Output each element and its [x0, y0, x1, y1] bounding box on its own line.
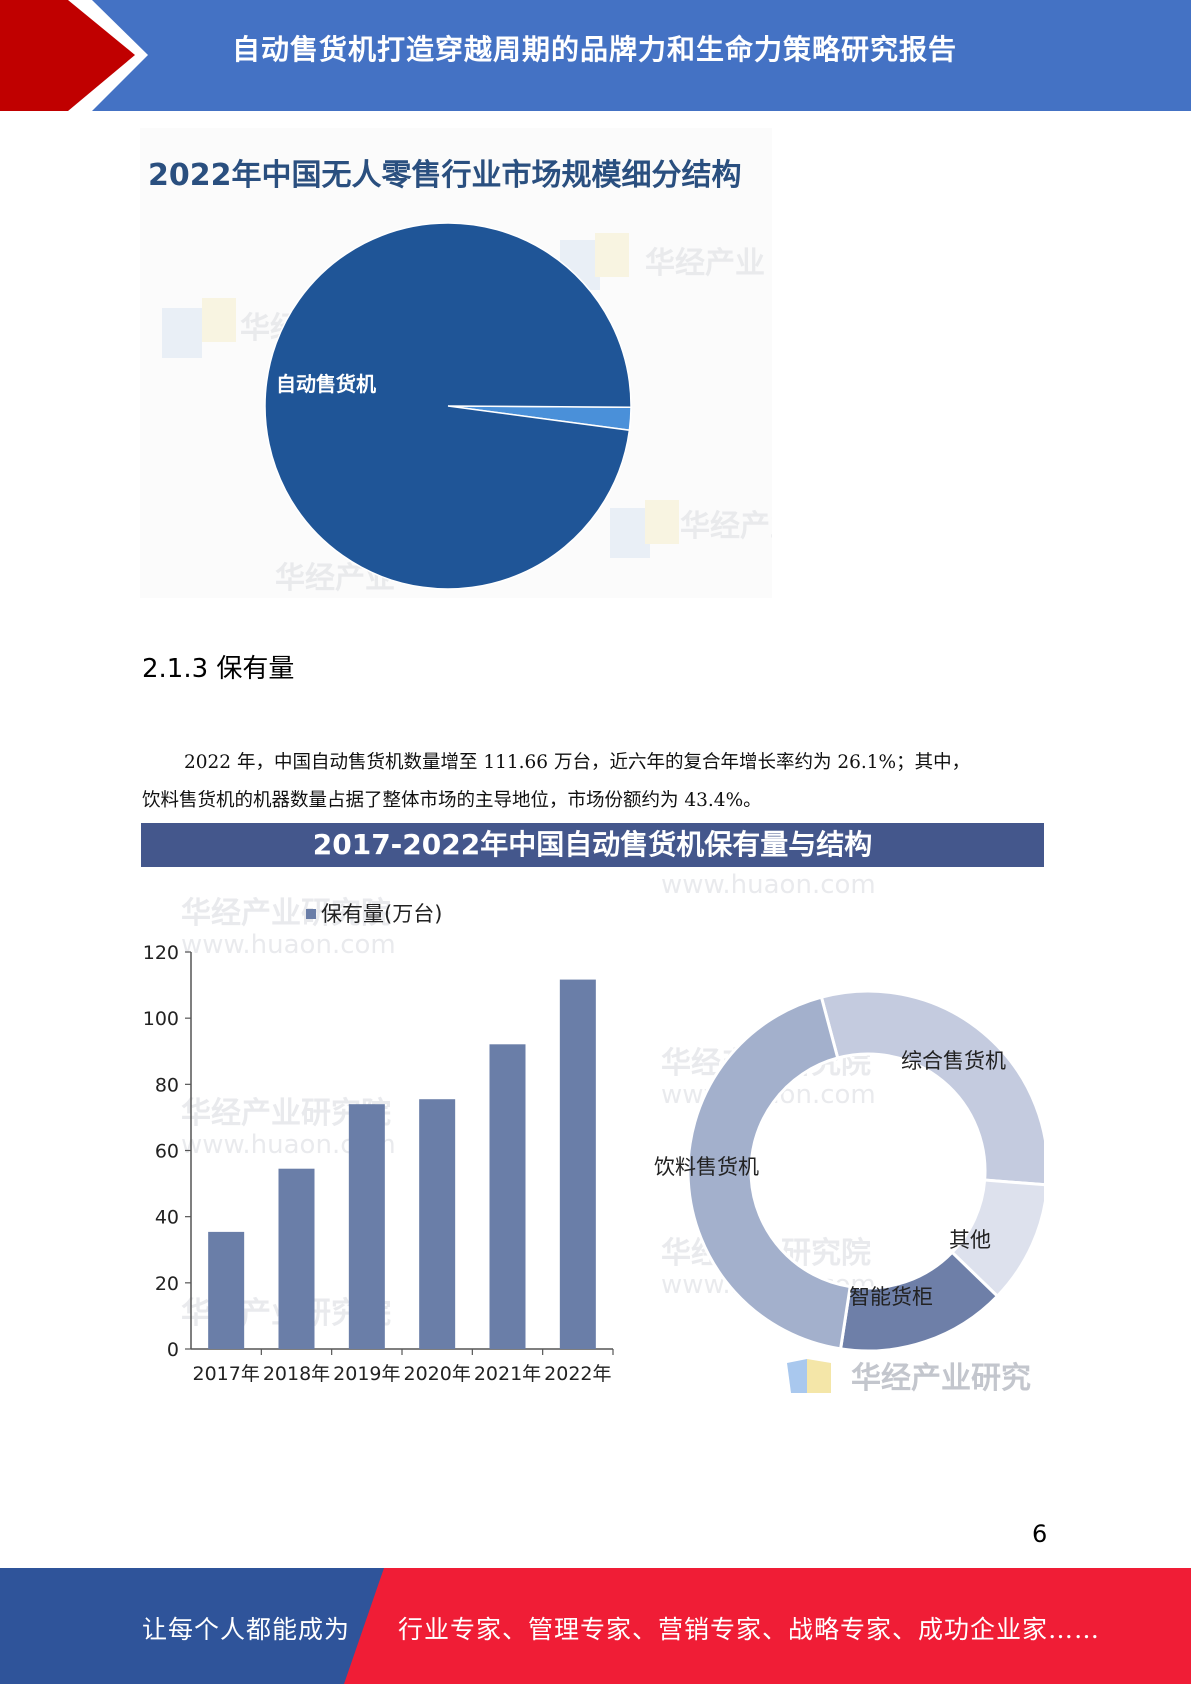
pie-slice-label: 自动售货机: [276, 372, 376, 396]
pie-chart-svg: 华经产业 华经产业 华经产业 华经产业 自动售货机: [162, 222, 772, 596]
donut-chart: [686, 989, 1044, 1353]
y-tick-label: 100: [143, 1008, 179, 1030]
y-tick-label: 0: [167, 1339, 179, 1361]
page-footer: 让每个人都能成为 行业专家、管理专家、营销专家、战略专家、成功企业家……: [0, 1568, 1191, 1684]
y-tick-label: 40: [155, 1207, 179, 1229]
x-tick-label: 2021年: [474, 1363, 541, 1385]
watermark-logo: 华经产业研究: [787, 1359, 1031, 1393]
legend-label: 保有量(万台): [321, 902, 442, 926]
bar: [559, 979, 596, 1349]
market-structure-pie-chart: 华经产业 华经产业 华经产业 华经产业 自动售货机 2022年中国无人零售行业市…: [140, 128, 772, 598]
x-tick-label: 2018年: [263, 1363, 330, 1385]
donut-slice: [819, 989, 1044, 1187]
bar-chart-labels: 0 20 40 60 80 100 120 2017年 2018年 2019年 2020年 2021年…: [143, 942, 612, 1385]
page-header: 自动售货机打造穿越周期的品牌力和生命力策略研究报告: [0, 0, 1191, 111]
chart-title: 2017-2022年中国自动售货机保有量与结构: [141, 823, 1044, 867]
legend-swatch: [306, 909, 316, 919]
footer-banner-graphic: [0, 1568, 1191, 1684]
bar-chart-axes: [185, 951, 614, 1355]
donut-label: 其他: [949, 1228, 991, 1252]
section-heading: 2.1.3 保有量: [142, 654, 295, 684]
bar: [489, 1044, 526, 1349]
footer-slogan-left: 让每个人都能成为: [142, 1615, 351, 1644]
x-tick-label: 2017年: [192, 1363, 259, 1385]
donut-label: 综合售货机: [901, 1049, 1006, 1073]
watermark-text: 华经产业: [680, 509, 772, 544]
bar: [278, 1168, 315, 1349]
footer-slogan-right: 行业专家、管理专家、营销专家、战略专家、成功企业家……: [398, 1615, 1101, 1644]
bar-chart-bars: [208, 979, 596, 1349]
donut-label: 智能货柜: [849, 1285, 933, 1309]
pie-slice: [264, 222, 632, 590]
body-paragraph: 2022 年，中国自动售货机数量增至 111.66 万台，近六年的复合年增长率约…: [142, 744, 1042, 820]
y-tick-label: 120: [143, 942, 179, 964]
bar: [348, 1104, 385, 1349]
y-tick-label: 60: [155, 1141, 179, 1163]
watermark-url: www.huaon.com: [181, 930, 396, 960]
bar: [419, 1099, 456, 1349]
x-tick-label: 2019年: [333, 1363, 400, 1385]
bar: [208, 1231, 245, 1349]
header-banner-graphic: [0, 0, 148, 111]
donut-label: 饮料售货机: [654, 1155, 759, 1179]
x-tick-label: 2020年: [403, 1363, 470, 1385]
y-tick-label: 20: [155, 1273, 179, 1295]
watermark-text: 华经产业研究院: [181, 896, 391, 931]
paragraph-line: 2022 年，中国自动售货机数量增至 111.66 万台，近六年的复合年增长率约…: [184, 752, 971, 773]
donut-slice: [686, 995, 852, 1351]
y-tick-label: 80: [155, 1074, 179, 1096]
watermark-text: 华经产业: [645, 246, 765, 281]
report-title: 自动售货机打造穿越周期的品牌力和生命力策略研究报告: [232, 33, 958, 66]
watermark-text: 华经产业研究: [851, 1361, 1031, 1393]
chart-title: 2022年中国无人零售行业市场规模细分结构: [148, 158, 742, 193]
vending-machine-stock-chart: 2017-2022年中国自动售货机保有量与结构 华经产业研究院 www.huao…: [141, 823, 1044, 1393]
watermark-url: www.huaon.com: [661, 870, 876, 900]
x-tick-label: 2022年: [544, 1363, 611, 1385]
pie-slices: [264, 222, 632, 590]
page-number: 6: [1032, 1520, 1048, 1548]
paragraph-line: 饮料售货机的机器数量占据了整体市场的主导地位，市场份额约为 43.4%。: [142, 790, 762, 811]
chart2-svg: 华经产业研究院 www.huaon.com 华经产业研究院 www.huaon.…: [143, 870, 1044, 1393]
